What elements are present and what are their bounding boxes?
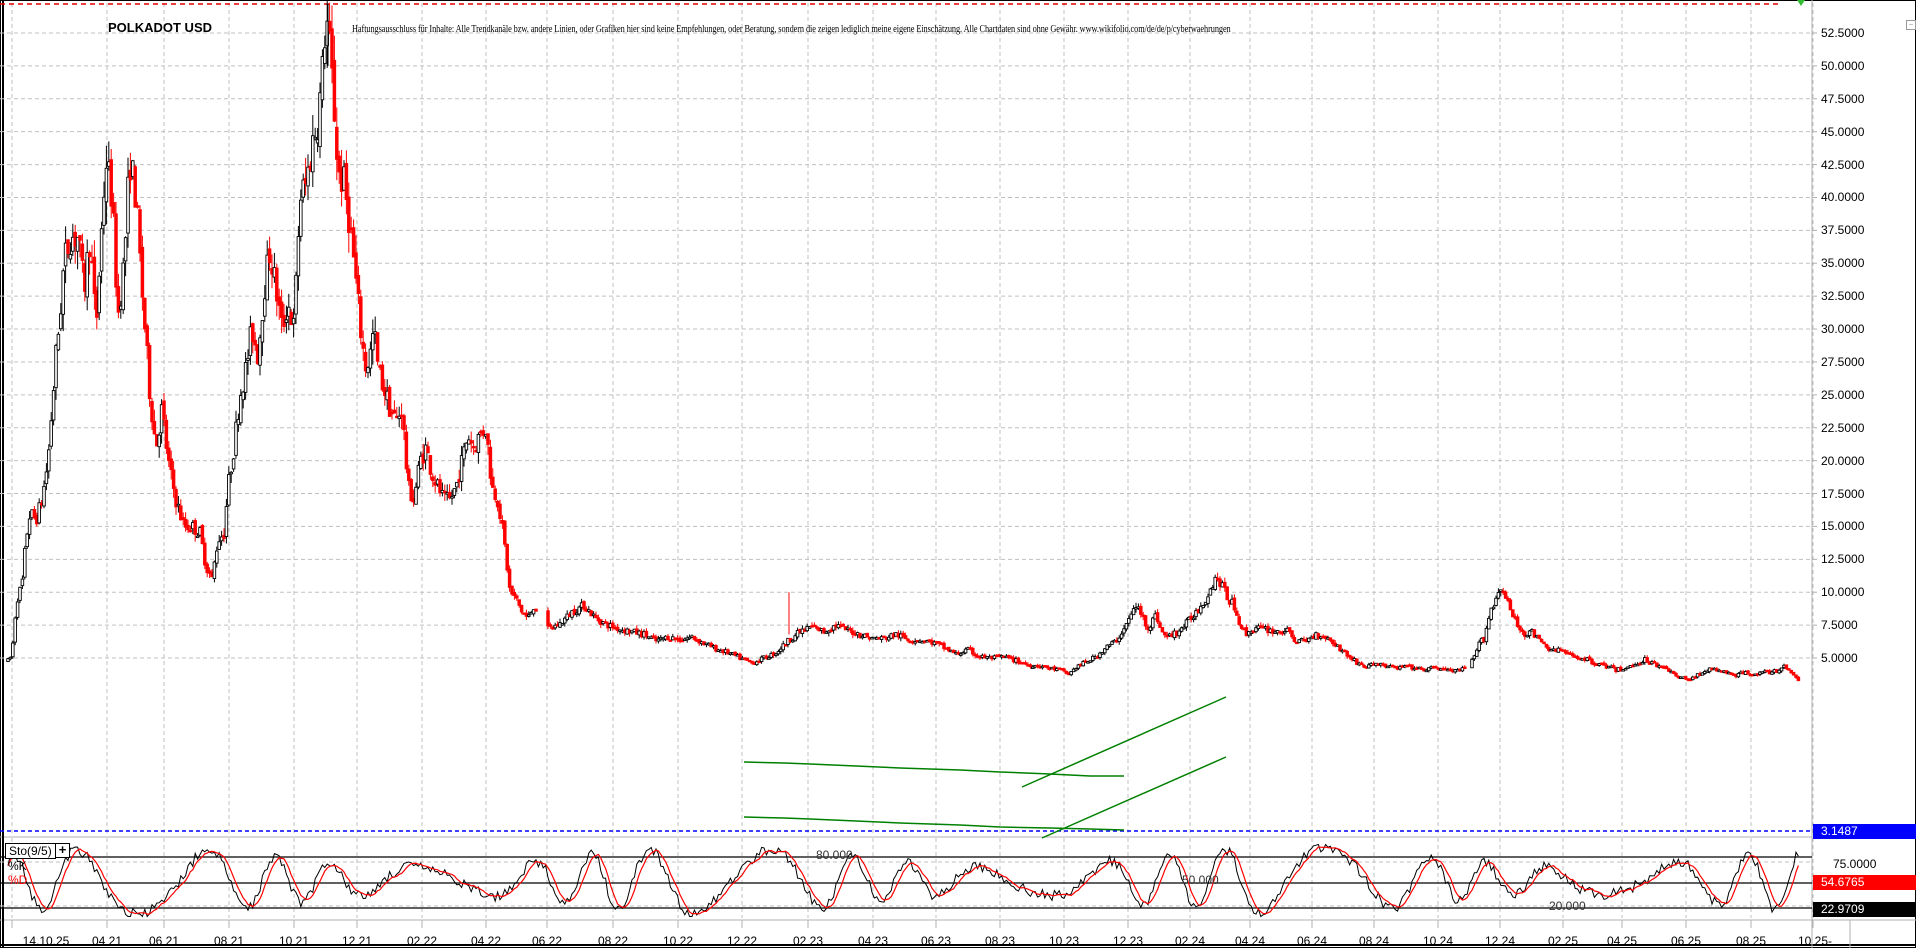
k-legend: %K [8, 859, 27, 873]
k-value-tag: 22.9709 [1813, 902, 1916, 917]
trendlines[interactable] [743, 696, 1227, 839]
date-axis-label: 12 23 [1112, 934, 1144, 948]
price-axis-label: 47.5000 [1821, 91, 1865, 106]
price-axis-label: 17.5000 [1821, 486, 1865, 501]
price-axis-label: 50.0000 [1821, 58, 1865, 73]
date-axis-label: 02 24 [1174, 934, 1206, 948]
price-axis-label: 30.0000 [1821, 322, 1865, 337]
date-axis-label: 08 25 [1735, 934, 1767, 948]
price-axis-label: 52.5000 [1821, 26, 1865, 40]
disclaimer-text: Haftungsausschluss für Inhalte: Alle Tre… [352, 24, 1231, 35]
price-axis-label: 37.5000 [1821, 223, 1865, 238]
date-axis-label: 06 21 [148, 934, 180, 948]
date-axis-label: 12 24 [1484, 934, 1516, 948]
add-indicator-button[interactable]: + [55, 843, 70, 858]
candles [6, 0, 1801, 682]
d-value-tag: 54.6765 [1813, 875, 1916, 890]
date-axis-label: 02 23 [792, 934, 824, 948]
date-axis-label: 08 22 [597, 934, 629, 948]
date-axis-label: 06 22 [531, 934, 563, 948]
price-axis-label: 15.0000 [1821, 519, 1865, 534]
date-axis-label: 10 24 [1422, 934, 1454, 948]
price-axis-label: 35.0000 [1821, 256, 1865, 271]
last-price-tag: 3.1487 [1813, 824, 1916, 839]
collapse-panel-button[interactable]: − [1906, 20, 1916, 30]
sto-axis-75: 75.0000 [1833, 857, 1877, 871]
price-axis-label: 45.0000 [1821, 124, 1865, 139]
level-50-label: 50.000 [1182, 873, 1219, 887]
date-axis-label: 06 25 [1670, 934, 1702, 948]
date-axis-label: 06 24 [1296, 934, 1328, 948]
date-axis-label: 08 24 [1358, 934, 1390, 948]
date-axis-label: 12 22 [726, 934, 758, 948]
date-axis-label: 10 22 [662, 934, 694, 948]
date-axis-label: 06 23 [920, 934, 952, 948]
price-axis-label: 12.5000 [1821, 552, 1865, 567]
k-line [7, 843, 1799, 918]
date-axis-label: 14.10.25 [22, 934, 70, 948]
date-axis-label: 02 22 [406, 934, 438, 948]
date-axis-label: 10 23 [1048, 934, 1080, 948]
level-80-label: 80.000 [816, 848, 853, 862]
chart-title: POLKADOT USD [108, 20, 212, 35]
price-axis-label: 42.5000 [1821, 157, 1865, 172]
date-axis-label: 04 22 [470, 934, 502, 948]
price-axis-label: 25.0000 [1821, 387, 1865, 402]
level-20-label: 20.000 [1549, 899, 1586, 913]
d-line [7, 846, 1799, 915]
date-axis-label: 08 21 [213, 934, 245, 948]
date-axis-label: 08 23 [984, 934, 1016, 948]
price-axis-label: 5.0000 [1821, 651, 1858, 665]
date-axis-label: 04 25 [1606, 934, 1638, 948]
indicator-name-button[interactable]: Sto(9/5) [5, 843, 56, 859]
date-axis-label: 04 24 [1234, 934, 1266, 948]
price-axis-label: 20.0000 [1821, 453, 1865, 468]
price-axis-label: 22.5000 [1821, 420, 1865, 435]
date-axis-label: 10 21 [278, 934, 310, 948]
date-axis-label: 10 25 [1797, 934, 1829, 948]
price-axis-label: 27.5000 [1821, 354, 1865, 369]
price-axis-label: 10.0000 [1821, 585, 1865, 600]
price-axis-label: 40.0000 [1821, 190, 1865, 205]
date-axis-end-marker: - [1828, 934, 1832, 948]
date-axis-label: 12 21 [341, 934, 373, 948]
date-axis-label: 02 25 [1547, 934, 1579, 948]
date-axis-label: 04 23 [857, 934, 889, 948]
d-legend: %D [8, 873, 28, 887]
price-axis-label: 7.5000 [1821, 618, 1858, 633]
price-axis-label: 32.5000 [1821, 289, 1865, 304]
date-axis-label: 04 21 [91, 934, 123, 948]
